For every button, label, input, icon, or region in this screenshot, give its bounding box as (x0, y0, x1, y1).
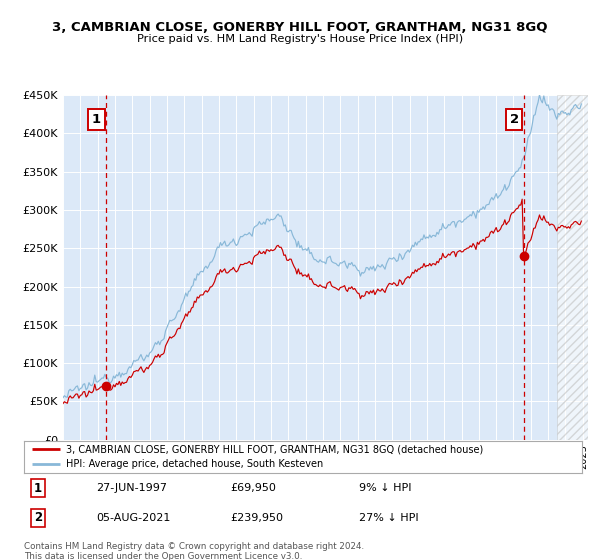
Text: 2: 2 (34, 511, 42, 524)
Text: 2: 2 (509, 113, 519, 126)
Text: £69,950: £69,950 (230, 483, 277, 493)
Text: 27-JUN-1997: 27-JUN-1997 (97, 483, 167, 493)
Text: 9% ↓ HPI: 9% ↓ HPI (359, 483, 412, 493)
Text: 3, CAMBRIAN CLOSE, GONERBY HILL FOOT, GRANTHAM, NG31 8GQ (detached house): 3, CAMBRIAN CLOSE, GONERBY HILL FOOT, GR… (66, 445, 483, 455)
Text: 05-AUG-2021: 05-AUG-2021 (97, 513, 171, 523)
Text: Contains HM Land Registry data © Crown copyright and database right 2024.
This d: Contains HM Land Registry data © Crown c… (24, 542, 364, 560)
Text: HPI: Average price, detached house, South Kesteven: HPI: Average price, detached house, Sout… (66, 459, 323, 469)
Text: £239,950: £239,950 (230, 513, 283, 523)
Text: 1: 1 (34, 482, 42, 495)
Text: Price paid vs. HM Land Registry's House Price Index (HPI): Price paid vs. HM Land Registry's House … (137, 34, 463, 44)
Text: 3, CAMBRIAN CLOSE, GONERBY HILL FOOT, GRANTHAM, NG31 8GQ: 3, CAMBRIAN CLOSE, GONERBY HILL FOOT, GR… (52, 21, 548, 34)
Bar (557, 95, 600, 440)
Text: 1: 1 (92, 113, 101, 126)
Text: 27% ↓ HPI: 27% ↓ HPI (359, 513, 418, 523)
